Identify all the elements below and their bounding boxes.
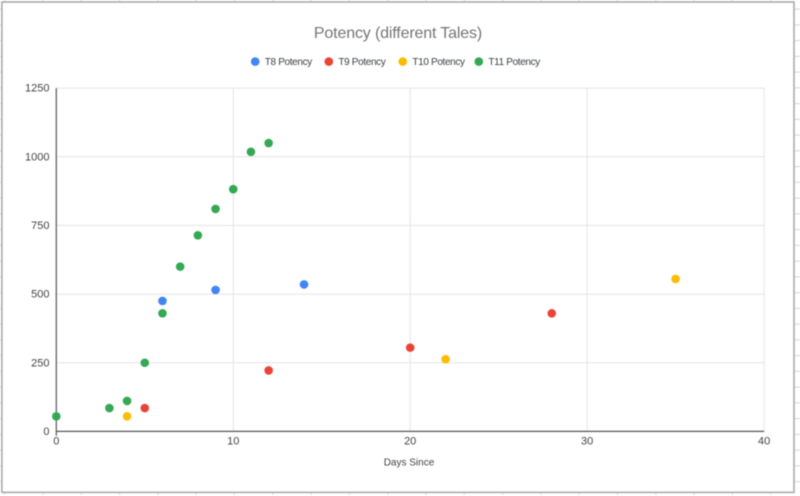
svg-text:0: 0 [53,436,59,448]
svg-text:250: 250 [31,357,49,369]
svg-text:30: 30 [581,436,593,448]
svg-text:500: 500 [31,289,49,301]
svg-text:40: 40 [758,436,770,448]
svg-text:0: 0 [43,426,49,438]
svg-text:1250: 1250 [25,83,49,95]
svg-text:T9 Potency: T9 Potency [338,57,385,68]
svg-text:T10 Potency: T10 Potency [412,57,465,68]
svg-text:750: 750 [31,220,49,232]
svg-text:Potency (different Tales): Potency (different Tales) [314,25,482,42]
svg-text:20: 20 [404,436,416,448]
svg-text:T11 Potency: T11 Potency [488,57,540,68]
svg-text:Days Since: Days Since [384,458,435,469]
svg-text:T8 Potency: T8 Potency [265,57,312,68]
svg-text:10: 10 [227,436,239,448]
svg-text:1000: 1000 [25,151,49,163]
